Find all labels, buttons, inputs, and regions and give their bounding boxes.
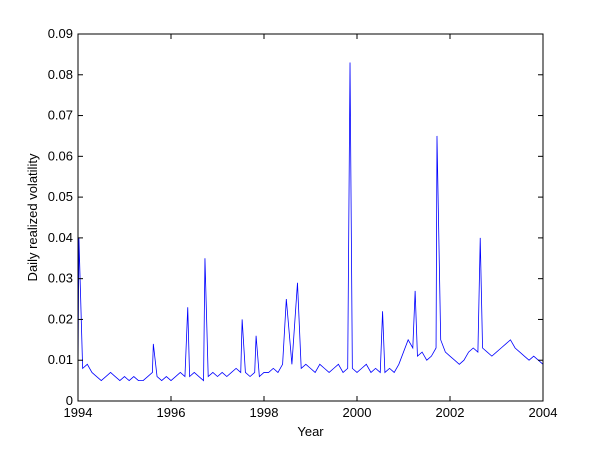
x-tick-label: 1994: [64, 405, 93, 420]
axes-box: [77, 33, 544, 402]
y-axis-ticks: 0 0.01 0.02 0.03 0.04 0.05 0.06 0.07 0.08 0.09: [48, 26, 543, 408]
y-tick-label: 0.05: [48, 189, 73, 204]
y-tick-label: 0: [66, 393, 73, 408]
x-tick-label: 1996: [157, 405, 186, 420]
plot-area: [78, 34, 543, 401]
x-axis-ticks: 1994 1996 1998 2000 2002 2004: [64, 34, 558, 420]
y-axis-label: Daily realized volatility: [25, 153, 40, 281]
series-line: [77, 62, 544, 382]
axes: [77, 33, 544, 402]
x-tick-label: 1998: [250, 405, 279, 420]
y-tick-label: 0.09: [48, 26, 73, 41]
y-tick-label: 0.03: [48, 271, 73, 286]
x-tick-label: 2004: [529, 405, 558, 420]
x-tick-label: 2000: [343, 405, 372, 420]
y-tick-label: 0.01: [48, 352, 73, 367]
y-tick-label: 0.04: [48, 230, 73, 245]
y-tick-label: 0.02: [48, 311, 73, 326]
x-tick-label: 2002: [436, 405, 465, 420]
series-line-layer: [77, 62, 544, 382]
y-tick-label: 0.06: [48, 148, 73, 163]
y-tick-label: 0.07: [48, 108, 73, 123]
x-axis-label: Year: [297, 424, 324, 439]
y-tick-label: 0.08: [48, 67, 73, 82]
